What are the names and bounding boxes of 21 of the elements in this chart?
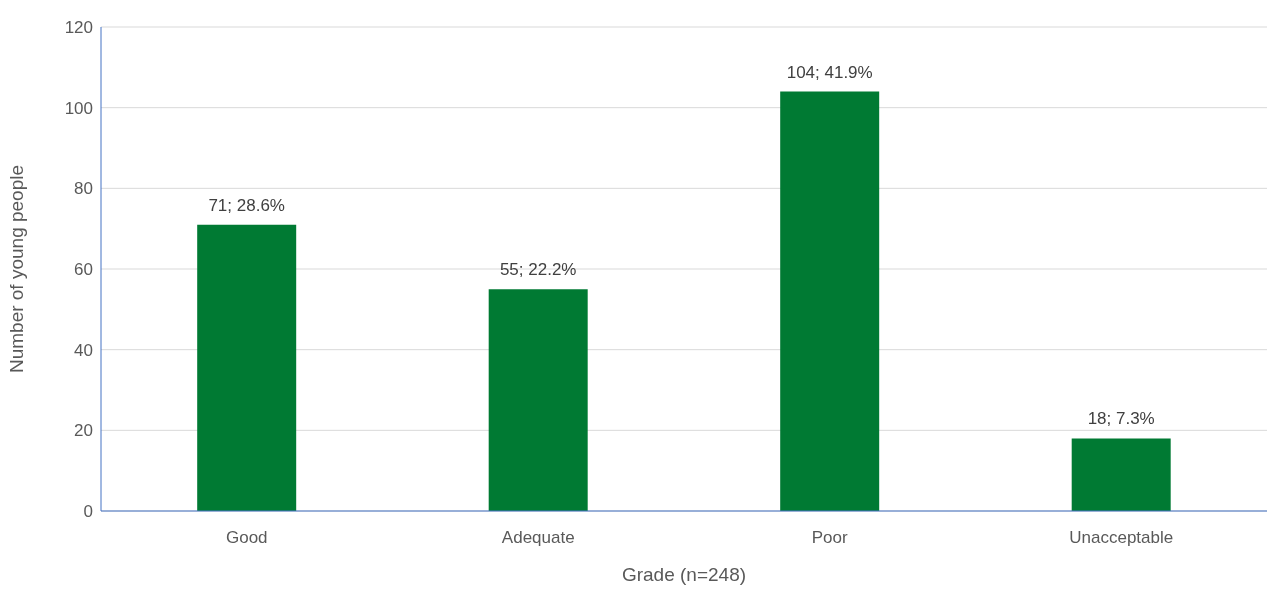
x-tick-label: Good (225, 528, 268, 548)
data-label: 18; 7.3% (1087, 409, 1155, 429)
x-tick-label: Adequate (501, 528, 575, 548)
y-axis-title: Number of young people (5, 164, 27, 374)
x-axis-title: Grade (n=248) (621, 564, 747, 585)
data-label: 55; 22.2% (499, 260, 577, 280)
y-tick-label: 0 (83, 502, 93, 522)
data-label: 71; 28.6% (208, 195, 285, 215)
y-tick-label: 60 (74, 260, 93, 280)
y-tick-label: 120 (64, 18, 93, 38)
bar (488, 289, 588, 511)
y-tick-label: 100 (64, 98, 93, 118)
y-tick-label: 40 (74, 340, 93, 360)
bar (780, 91, 880, 511)
bar (197, 224, 297, 511)
data-label: 104; 41.9% (786, 62, 873, 82)
y-tick-label: 80 (74, 179, 93, 199)
x-tick-label: Poor (811, 528, 849, 548)
x-tick-label: Unacceptable (1069, 528, 1174, 548)
bar (1071, 438, 1171, 511)
y-tick-label: 20 (74, 421, 93, 441)
